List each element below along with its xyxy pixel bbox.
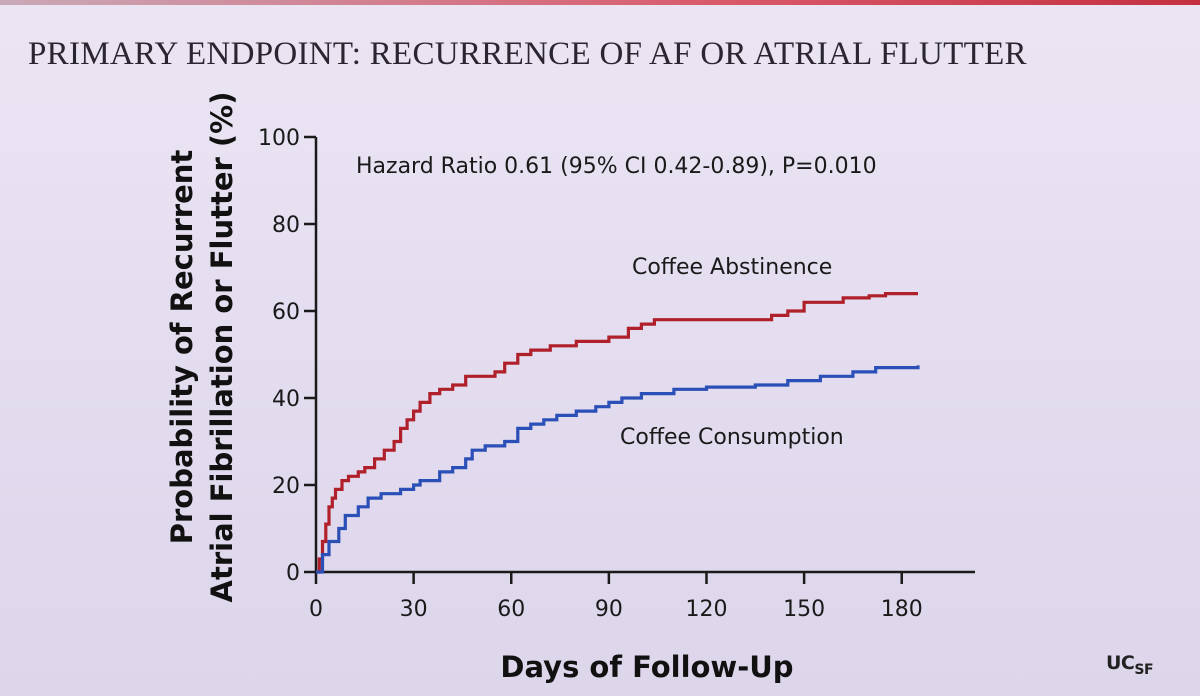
plot-area: 0 20 40 60 80 100 0 30 60 90 120 150 180 <box>258 126 975 622</box>
y-tick-label: 0 <box>286 561 300 586</box>
hazard-ratio-annotation: Hazard Ratio 0.61 (95% CI 0.42-0.89), P=… <box>356 154 877 179</box>
x-tick-label: 120 <box>685 597 727 622</box>
y-tick-label: 60 <box>272 300 300 325</box>
series-line-coffee-consumption <box>316 365 920 574</box>
series-label-coffee-consumption: Coffee Consumption <box>620 425 844 450</box>
logo-sub-text: SF <box>1134 662 1154 678</box>
x-tick-label: 60 <box>497 597 525 622</box>
series-label-coffee-abstinence: Coffee Abstinence <box>632 255 832 280</box>
y-tick-label: 40 <box>272 387 300 412</box>
logo-main-text: UC <box>1106 652 1135 674</box>
x-tick-label: 30 <box>400 597 428 622</box>
top-accent-strip <box>0 0 1200 5</box>
x-tick-label: 0 <box>309 597 323 622</box>
y-tick-label: 20 <box>272 474 300 499</box>
y-tick-label: 100 <box>258 126 300 151</box>
ucsf-logo: UCSF <box>1106 652 1154 678</box>
y-axis-title-line-2: Atrial Fibrillation or Flutter (%) <box>205 92 239 603</box>
x-tick-label: 90 <box>595 597 623 622</box>
slide-title: PRIMARY ENDPOINT: RECURRENCE OF AF OR AT… <box>28 36 1027 72</box>
x-tick-label: 150 <box>783 597 825 622</box>
y-tick-label: 80 <box>272 213 300 238</box>
x-axis-title: Days of Follow-Up <box>500 650 793 684</box>
y-axis-title-line-1: Probability of Recurrent <box>165 150 199 545</box>
series-line-coffee-abstinence <box>316 292 918 574</box>
x-tick-label: 180 <box>881 597 923 622</box>
